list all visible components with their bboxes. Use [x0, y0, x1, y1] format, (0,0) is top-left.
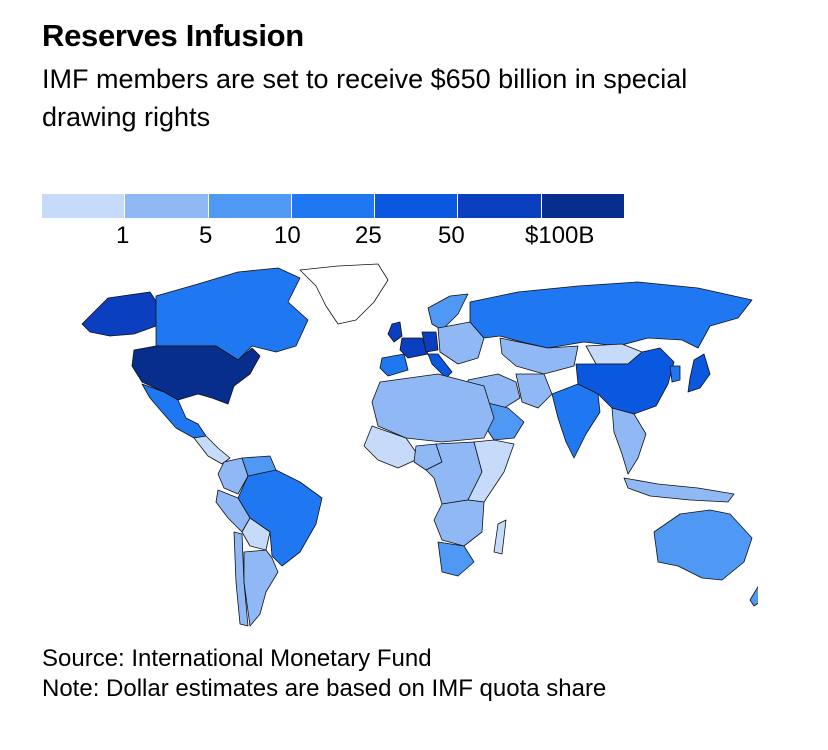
- region-bolivia: [241, 517, 271, 551]
- region-southeast-asia: [611, 407, 647, 475]
- legend-swatch: [125, 194, 209, 218]
- region-spain: [379, 353, 409, 377]
- legend-swatch: [208, 194, 292, 218]
- legend-tick: $100B: [525, 222, 595, 249]
- region-central-america: [193, 435, 231, 465]
- region-chile: [233, 531, 249, 627]
- region-southern-africa: [433, 499, 485, 547]
- legend-tick: 25: [355, 222, 382, 249]
- region-iran: [515, 373, 553, 409]
- region-germany: [421, 331, 439, 353]
- region-uk: [387, 321, 403, 343]
- region-alaska: [81, 291, 159, 337]
- legend-swatch: [375, 194, 459, 218]
- legend-tick: 10: [274, 222, 301, 249]
- legend-bar: [42, 194, 624, 218]
- chart-subtitle: IMF members are set to receive $650 bill…: [42, 64, 688, 132]
- methodology-note: Note: Dollar estimates are based on IMF …: [42, 675, 607, 702]
- region-indonesia: [623, 477, 735, 503]
- region-west-africa: [363, 425, 421, 469]
- region-greenland: [299, 263, 389, 325]
- region-italy: [427, 353, 453, 379]
- region-argentina: [243, 549, 279, 627]
- source-note: Source: International Monetary Fund: [42, 645, 432, 672]
- legend-swatch: [458, 194, 542, 218]
- region-india: [551, 383, 601, 459]
- region-scandinavia: [427, 293, 469, 331]
- region-france: [399, 337, 429, 359]
- region-east-africa: [467, 439, 515, 503]
- legend-swatch: [291, 194, 376, 218]
- region-united-states: [131, 345, 261, 405]
- legend-tick: 5: [199, 222, 213, 249]
- color-legend: 1 5 10 25 50 $100B: [42, 194, 624, 250]
- region-australia: [653, 509, 753, 581]
- legend-tick: 50: [438, 222, 465, 249]
- region-north-africa: [371, 373, 495, 443]
- region-korea: [669, 365, 681, 383]
- region-new-zealand: [749, 585, 758, 607]
- world-map: [81, 263, 758, 627]
- region-japan: [687, 353, 711, 393]
- region-south-africa: [437, 541, 475, 577]
- legend-tick: 1: [116, 222, 130, 249]
- region-kazakhstan: [499, 337, 579, 375]
- region-russia: [469, 281, 753, 349]
- chart-title: Reserves Infusion: [42, 18, 304, 53]
- legend-swatch: [541, 194, 624, 218]
- legend-swatch: [42, 194, 126, 218]
- region-madagascar: [493, 519, 507, 555]
